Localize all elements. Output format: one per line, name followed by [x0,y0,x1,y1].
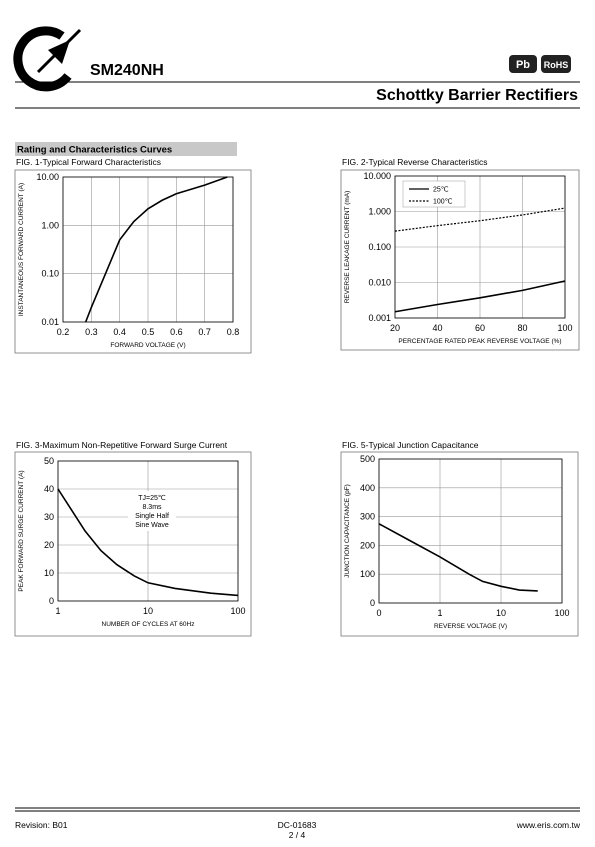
annotation-box [128,491,176,531]
chart: FIG. 1-Typical Forward Characteristics 0.… [14,157,252,354]
revision: Revision: B01 [15,820,68,830]
plot-border [62,176,234,323]
y-tick-label: 0.01 [41,317,59,327]
data-line [378,523,538,592]
legend-label: 100℃ [433,199,453,206]
y-tick-label: 10 [44,568,54,578]
chart-title: FIG. 3-Maximum Non-Repetitive Forward Su… [16,440,228,450]
chart-frame [340,451,579,637]
product-title: SM240NH [90,62,164,79]
y-tick-label: 400 [360,483,375,493]
section-title: Rating and Characteristics Curves [17,145,172,156]
plot-border [378,458,563,604]
legend-box [402,180,466,208]
y-tick-label: 10.000 [363,171,391,181]
x-tick-label: 0.8 [227,327,240,337]
y-axis-label: JUNCTION CAPACITANCE (pF) [344,484,351,578]
y-tick-label: 300 [360,512,375,522]
data-line [394,280,566,313]
badge [541,55,571,73]
x-tick-label: 0 [376,608,381,618]
x-tick-label: 80 [517,323,527,333]
plot-border [394,175,566,319]
x-tick-label: 0.4 [113,327,126,337]
section-bar [15,142,237,156]
y-tick-label: 1.000 [368,207,391,217]
y-tick-label: 10.00 [36,172,59,182]
y-tick-label: 30 [44,512,54,522]
doc-number: DC-01683 [278,820,317,830]
chart: FIG. 5-Typical Junction Capacitance 0 1 10 1… [340,440,579,637]
y-tick-label: 0 [370,598,375,608]
y-axis-label: PEAK FORWARD SURGE CURRENT (A) [18,470,25,591]
chart-title: FIG. 1-Typical Forward Characteristics [16,157,161,167]
badge-label: RoHS [544,60,569,70]
subtitle: Schottky Barrier Rectifiers [376,87,578,104]
x-tick-label: 100 [230,606,245,616]
badge-label: Pb [516,59,530,71]
chart: FIG. 3-Maximum Non-Repetitive Forward Su… [14,440,252,637]
logo [13,26,82,92]
annotation: Sine Wave [135,522,169,529]
y-tick-label: 40 [44,484,54,494]
x-tick-label: 0.6 [170,327,183,337]
chart-title: FIG. 2-Typical Reverse Characteristics [342,157,487,167]
x-tick-label: 40 [432,323,442,333]
y-tick-label: 200 [360,540,375,550]
annotation: Single Half [135,513,169,520]
page-number: 2 / 4 [289,830,306,840]
x-tick-label: 20 [390,323,400,333]
x-tick-label: 100 [554,608,569,618]
x-tick-label: 10 [496,608,506,618]
y-tick-label: 100 [360,569,375,579]
x-tick-label: 0.3 [85,327,98,337]
y-axis-label: REVERSE LEAKAGE CURRENT (mA) [344,191,351,304]
y-axis-label: INSTANTANEOUS FORWARD CURRENT (A) [18,183,25,316]
data-line [57,488,239,597]
y-tick-label: 0.10 [41,269,59,279]
x-tick-label: 0.7 [198,327,211,337]
chart: FIG. 2-Typical Reverse Characteristics 20… [340,157,580,351]
y-tick-label: 500 [360,454,375,464]
badge [509,55,537,73]
x-tick-label: 100 [557,323,572,333]
y-tick-label: 0.010 [368,278,391,288]
y-tick-label: 50 [44,456,54,466]
chart-frame [340,169,580,351]
x-tick-label: 0.2 [57,327,70,337]
y-tick-label: 0.100 [368,242,391,252]
plot-border [57,460,239,602]
website: www.eris.com.tw [516,820,581,830]
x-tick-label: 1 [437,608,442,618]
x-tick-label: 60 [475,323,485,333]
x-axis-label: PERCENTAGE RATED PEAK REVERSE VOLTAGE (%… [398,338,561,345]
x-tick-label: 10 [143,606,153,616]
x-tick-label: 0.5 [142,327,155,337]
y-tick-label: 0 [49,596,54,606]
chart-frame [14,169,252,354]
annotation: 8.3ms [142,504,162,511]
y-tick-label: 1.00 [41,220,59,230]
data-line [84,176,228,323]
y-tick-label: 20 [44,540,54,550]
y-tick-label: 0.001 [368,313,391,323]
x-tick-label: 1 [55,606,60,616]
legend-label: 25℃ [433,187,449,194]
x-axis-label: REVERSE VOLTAGE (V) [434,623,507,630]
data-line [394,207,566,232]
x-axis-label: NUMBER OF CYCLES AT 60Hz [102,621,195,628]
x-axis-label: FORWARD VOLTAGE (V) [110,342,185,349]
chart-frame [14,451,252,637]
chart-title: FIG. 5-Typical Junction Capacitance [342,440,479,450]
annotation: TJ=25℃ [138,495,166,502]
